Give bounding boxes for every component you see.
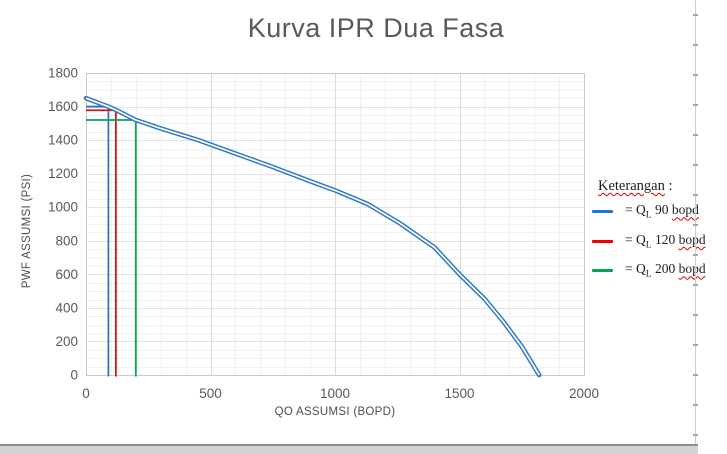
legend-label-prefix: = Q bbox=[625, 231, 646, 247]
y-axis-tick-label: 0 bbox=[70, 368, 78, 383]
window-bottom-strip bbox=[0, 445, 698, 454]
x-axis-tick-label: 1500 bbox=[444, 386, 474, 401]
legend-heading-colon: : bbox=[664, 178, 673, 194]
x-axis-title: QO ASSUMSI (BOPD) bbox=[274, 406, 396, 418]
window-bottom-border bbox=[0, 444, 698, 446]
legend-item-ql120: = QL 120 bopd bbox=[592, 227, 710, 257]
ruler-tick bbox=[693, 194, 698, 196]
y-axis-tick-label: 400 bbox=[55, 300, 78, 315]
legend-label-prefix: = Q bbox=[625, 261, 646, 277]
y-axis-tick-label: 1800 bbox=[48, 66, 78, 81]
legend-label-value: 120 bbox=[651, 231, 679, 247]
legend-swatch-green-line bbox=[592, 269, 613, 273]
legend-label-value: 200 bbox=[651, 261, 679, 277]
chart-title: Kurva IPR Dua Fasa bbox=[247, 13, 505, 43]
x-axis-tick-label: 2000 bbox=[569, 386, 599, 401]
ruler-tick bbox=[693, 284, 698, 286]
ipr-curve-core bbox=[85, 97, 540, 376]
y-axis-title: PWF ASSUMSI (PSI) bbox=[21, 173, 33, 289]
ruler-tick bbox=[693, 44, 698, 46]
ruler-tick bbox=[693, 134, 698, 136]
legend-swatch-blue-line bbox=[592, 210, 613, 214]
ruler-tick bbox=[693, 104, 698, 106]
y-axis-tick-label: 200 bbox=[55, 334, 78, 349]
x-axis-tick-label: 1000 bbox=[320, 386, 350, 401]
legend-swatch-red-line bbox=[592, 239, 613, 243]
ruler-tick bbox=[693, 14, 698, 16]
y-axis-tick-label: 800 bbox=[55, 233, 78, 248]
legend-label-prefix: = Q bbox=[625, 202, 646, 218]
legend-label-unit: bopd bbox=[671, 202, 699, 218]
ruler-tick bbox=[693, 434, 698, 436]
y-axis-tick-label: 1200 bbox=[48, 166, 78, 181]
y-axis-tick-label: 1400 bbox=[48, 133, 78, 148]
y-axis-tick-label: 1000 bbox=[48, 200, 78, 215]
chart-legend: Keterangan : = QL 90 bopd = QL 120 bopd … bbox=[592, 178, 710, 286]
legend-heading: Keterangan : bbox=[598, 178, 710, 195]
legend-label-value: 90 bbox=[651, 202, 672, 218]
x-axis-tick-label: 500 bbox=[199, 386, 222, 401]
ruler-tick bbox=[693, 344, 698, 346]
y-axis-tick-label: 1600 bbox=[48, 99, 78, 114]
legend-label-subscript: L bbox=[645, 270, 652, 281]
legend-label-unit: bopd bbox=[678, 261, 706, 277]
ruler-tick bbox=[693, 374, 698, 376]
legend-item-label: = QL 200 bopd bbox=[625, 261, 706, 280]
ruler-tick bbox=[693, 74, 698, 76]
legend-item-ql90: = QL 90 bopd bbox=[592, 197, 710, 227]
ruler-tick bbox=[693, 314, 698, 316]
plot-border bbox=[86, 73, 585, 376]
ruler-tick bbox=[693, 254, 698, 256]
legend-item-ql200: = QL 200 bopd bbox=[592, 256, 710, 286]
ruler-tick bbox=[693, 224, 698, 226]
ruler-tick bbox=[693, 404, 698, 406]
page-edge-ruler-line bbox=[695, 0, 696, 445]
legend-item-label: = QL 120 bopd bbox=[625, 232, 706, 251]
legend-item-label: = QL 90 bopd bbox=[625, 202, 699, 221]
x-axis-tick-label: 0 bbox=[82, 386, 90, 401]
legend-heading-word: Keterangan bbox=[598, 178, 665, 194]
y-axis-tick-label: 600 bbox=[55, 267, 78, 282]
legend-label-subscript: L bbox=[645, 211, 652, 222]
legend-label-unit: bopd bbox=[678, 231, 706, 247]
legend-label-subscript: L bbox=[645, 240, 652, 251]
ruler-tick bbox=[693, 164, 698, 166]
